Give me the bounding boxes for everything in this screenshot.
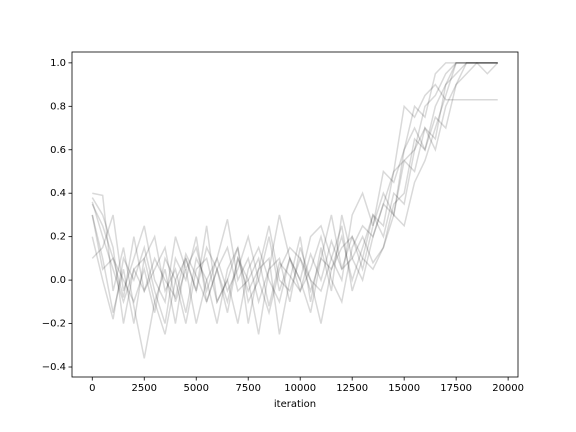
y-tick-label: 1.0 <box>50 58 66 69</box>
series-line <box>91 62 498 324</box>
x-tick-label: 10000 <box>284 383 316 394</box>
series-line <box>91 62 498 307</box>
x-tick-label: 5000 <box>184 383 209 394</box>
x-tick-label: 2500 <box>132 383 157 394</box>
x-tick-label: 17500 <box>440 383 472 394</box>
x-axis-label: iteration <box>274 399 316 410</box>
y-tick-label: 0.8 <box>50 101 66 112</box>
series-line <box>91 62 498 305</box>
y-tick-label: 0.0 <box>50 275 66 286</box>
x-tick-label: 7500 <box>235 383 260 394</box>
series-line <box>91 62 498 335</box>
x-tick-label: 0 <box>89 383 95 394</box>
x-tick-label: 15000 <box>388 383 420 394</box>
y-tick-label: −0.4 <box>42 362 66 373</box>
series-line <box>91 62 498 324</box>
x-tick-label: 12500 <box>336 383 368 394</box>
y-tick-label: 0.6 <box>50 145 66 156</box>
series-line <box>92 83 498 359</box>
series-line <box>91 62 499 335</box>
plot-frame <box>71 51 519 378</box>
y-tick-label: 0.4 <box>50 188 66 199</box>
series-line <box>91 62 498 324</box>
x-tick-label: 20000 <box>492 383 524 394</box>
y-tick-label: 0.2 <box>50 232 66 243</box>
y-tick-label: −0.2 <box>42 319 66 330</box>
